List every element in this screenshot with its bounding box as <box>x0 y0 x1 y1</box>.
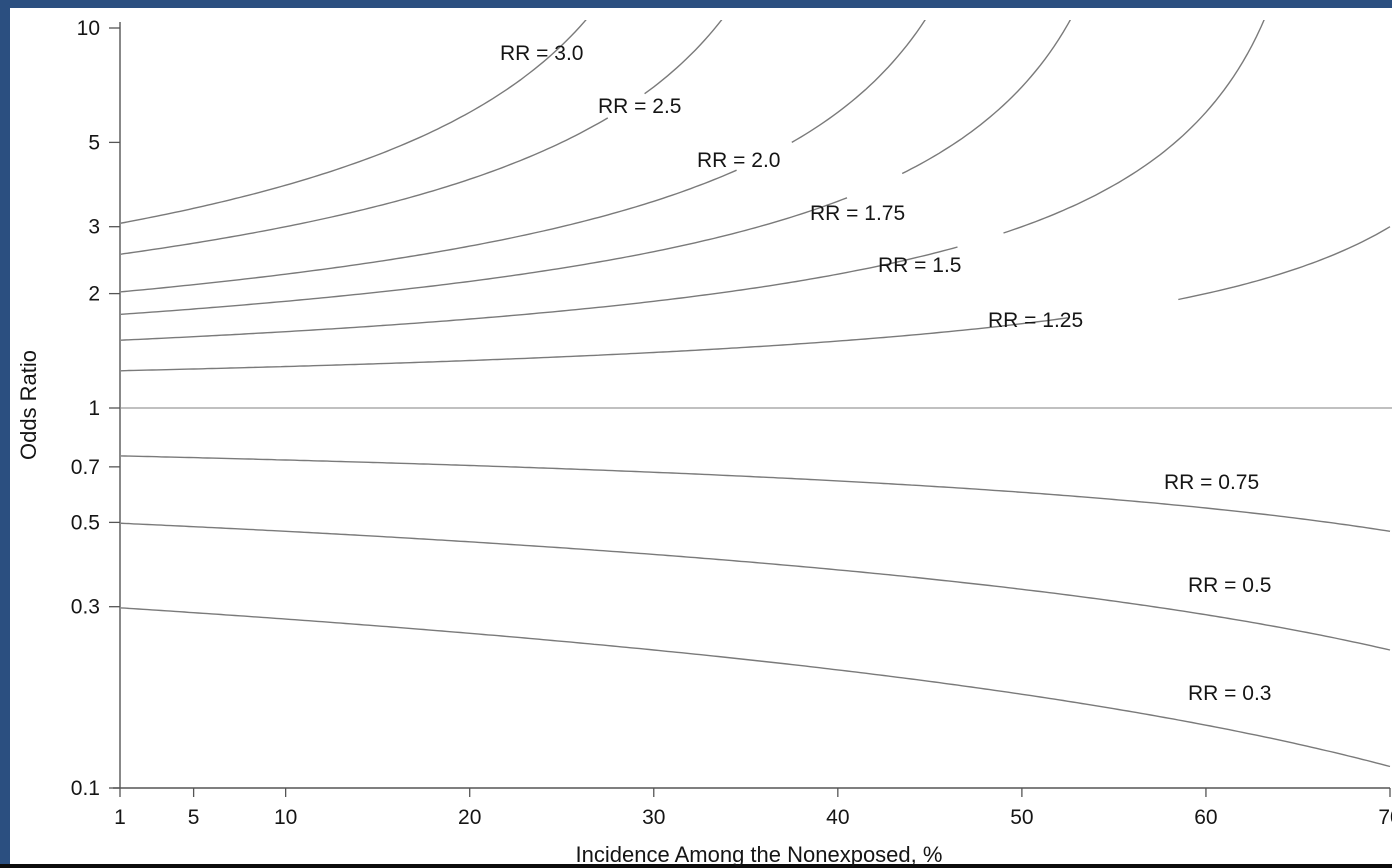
series-label-rr-1-25: RR = 1.25 <box>988 309 1083 332</box>
chart-panel <box>10 8 1392 864</box>
x-tick-label: 40 <box>826 806 849 829</box>
series-label-rr-1-75: RR = 1.75 <box>810 202 905 225</box>
curve-rr-3 <box>121 20 587 224</box>
y-tick-label: 1 <box>88 397 100 420</box>
curve-rr-0-75 <box>121 455 1391 532</box>
y-tick-label: 2 <box>88 283 100 306</box>
curve-rr-1-75 <box>121 20 1072 316</box>
y-tick-label: 0.1 <box>71 777 100 800</box>
x-tick-label: 70 <box>1378 806 1392 829</box>
x-tick-label: 1 <box>114 806 126 829</box>
x-tick-label: 60 <box>1194 806 1217 829</box>
y-tick-label: 0.5 <box>71 511 100 534</box>
bottom-edge <box>0 864 1392 868</box>
curve-rr-1-5 <box>121 20 1265 341</box>
x-tick-label: 10 <box>274 806 297 829</box>
curve-rr-1-25 <box>121 226 1391 372</box>
y-tick-label: 0.7 <box>71 456 100 479</box>
series-label-rr-0-5: RR = 0.5 <box>1188 574 1271 597</box>
y-tick-label: 10 <box>77 17 100 40</box>
y-tick-label: 0.3 <box>71 596 100 619</box>
curve-rr-0-5 <box>121 522 1391 651</box>
x-tick-label: 50 <box>1010 806 1033 829</box>
series-label-rr-0-3: RR = 0.3 <box>1188 682 1271 705</box>
curve-rr-2 <box>121 20 926 293</box>
series-label-rr-2-5: RR = 2.5 <box>598 95 681 118</box>
curve-rr-0-3 <box>121 607 1391 768</box>
curve-rr-2-5 <box>121 20 723 255</box>
series-label-rr-3: RR = 3.0 <box>500 42 583 65</box>
x-axis-title: Incidence Among the Nonexposed, % <box>576 842 943 867</box>
series-label-rr-1-5: RR = 1.5 <box>878 254 961 277</box>
series-label-rr-2: RR = 2.0 <box>697 149 780 172</box>
series-label-rr-0-75: RR = 0.75 <box>1164 471 1259 494</box>
x-tick-label: 20 <box>458 806 481 829</box>
x-tick-label: 5 <box>188 806 200 829</box>
y-tick-label: 3 <box>88 216 100 239</box>
x-tick-label: 30 <box>642 806 665 829</box>
y-axis-title: Odds Ratio <box>16 350 41 460</box>
y-tick-label: 5 <box>88 131 100 154</box>
